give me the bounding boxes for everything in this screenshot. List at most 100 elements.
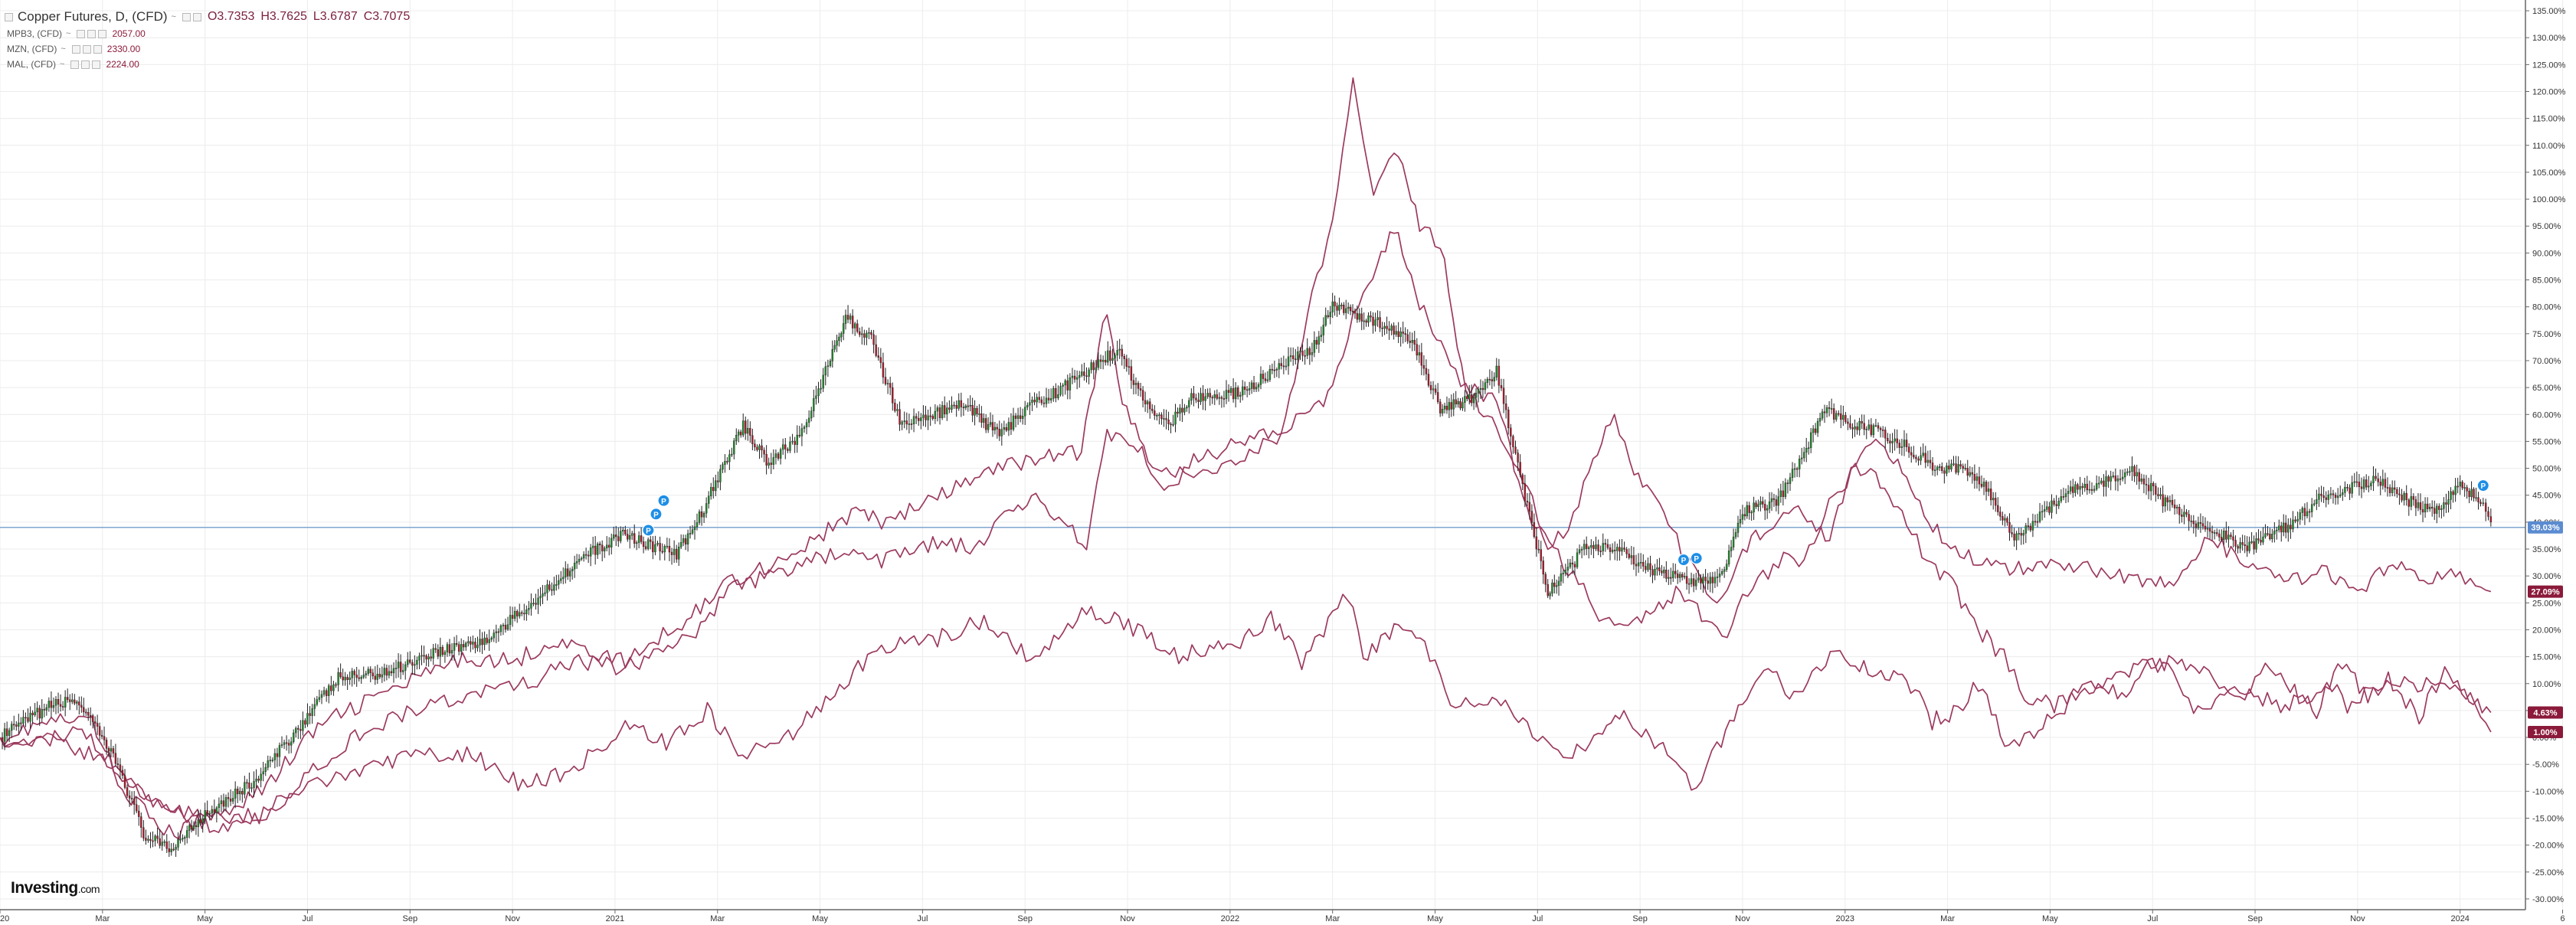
event-marker[interactable]: P	[1690, 551, 1703, 565]
visibility-icon[interactable]	[70, 60, 80, 69]
candle	[2208, 521, 2211, 539]
candle-body	[1602, 543, 1604, 551]
chevron-down-icon[interactable]: ~	[66, 29, 71, 38]
candle	[2482, 498, 2485, 507]
candle-body	[1564, 570, 1567, 574]
event-marker-dot[interactable]	[657, 494, 670, 507]
candle-body	[1295, 358, 1297, 361]
settings-icon[interactable]	[81, 60, 90, 69]
event-marker-dot[interactable]	[1690, 551, 1703, 565]
candle-body	[745, 420, 747, 434]
legend-overlay-row[interactable]: MPB3, (CFD) ~ 2057.00	[5, 26, 416, 41]
event-marker-dot[interactable]	[1677, 553, 1691, 567]
candle-body	[121, 770, 124, 776]
candle	[1952, 456, 1955, 466]
candle-body	[1313, 340, 1316, 353]
event-marker[interactable]: P	[642, 524, 655, 537]
event-marker[interactable]: P	[650, 508, 663, 521]
visibility-icon[interactable]	[182, 12, 191, 21]
visibility-icon[interactable]	[71, 44, 80, 54]
candle-body	[1658, 567, 1661, 571]
close-icon[interactable]	[93, 44, 102, 54]
candle	[311, 704, 313, 724]
overlay-symbol-label[interactable]: MPB3, (CFD)	[7, 28, 62, 39]
candle	[156, 827, 159, 844]
legend-overlay-row[interactable]: MZN, (CFD) ~ 2330.00	[5, 41, 416, 57]
candle-body	[1786, 482, 1789, 484]
legend-overlay-row[interactable]: MAL, (CFD) ~ 2224.00	[5, 57, 416, 72]
chevron-down-icon[interactable]: ~	[61, 44, 66, 54]
candle	[1338, 297, 1340, 315]
event-marker[interactable]: P	[1677, 553, 1691, 567]
visibility-icon[interactable]	[77, 29, 86, 38]
candle	[1495, 358, 1497, 381]
settings-icon[interactable]	[87, 29, 97, 38]
candle	[758, 443, 761, 459]
candle-body	[555, 584, 558, 586]
candle	[360, 675, 362, 684]
candle-body	[1723, 569, 1726, 572]
candle	[1830, 398, 1833, 414]
candle-body	[532, 603, 535, 604]
candle	[519, 603, 521, 619]
collapse-icon[interactable]	[5, 12, 13, 21]
candle	[608, 537, 610, 556]
event-marker-dot[interactable]	[2476, 479, 2489, 492]
chevron-down-icon[interactable]: ~	[60, 60, 65, 69]
x-tick-label: May	[197, 914, 213, 923]
candle	[2313, 499, 2316, 507]
overlay-symbol-label[interactable]: MZN, (CFD)	[7, 44, 57, 54]
candle-body	[2069, 486, 2072, 492]
candle	[2093, 485, 2096, 493]
grid	[0, 0, 2564, 910]
candle-body	[842, 323, 845, 334]
candle	[1929, 449, 1932, 469]
event-marker[interactable]: P	[2476, 479, 2489, 492]
candle	[903, 411, 905, 429]
candle	[1450, 394, 1453, 417]
candle-body	[1910, 452, 1913, 456]
event-marker-dot[interactable]	[642, 524, 655, 537]
candle	[598, 541, 601, 554]
candle	[1910, 446, 1913, 463]
candle-body	[1243, 386, 1246, 390]
candle	[1163, 409, 1165, 427]
candle-body	[2336, 495, 2339, 498]
candle-body	[290, 741, 293, 746]
candle-body	[659, 543, 661, 552]
candle	[260, 767, 262, 788]
y-tick-label: -25.00%	[2532, 868, 2564, 878]
candle	[978, 404, 980, 423]
candle-body	[1146, 401, 1149, 404]
close-icon[interactable]	[92, 60, 101, 69]
candle-body	[861, 333, 863, 335]
candle	[1299, 347, 1301, 361]
candle-body	[1273, 369, 1276, 371]
candle	[457, 641, 460, 655]
settings-icon[interactable]	[82, 44, 91, 54]
candle	[2031, 513, 2034, 538]
chevron-down-icon[interactable]: ~	[171, 12, 176, 21]
candle	[523, 603, 525, 621]
overlay-symbol-label[interactable]: MAL, (CFD)	[7, 59, 56, 70]
candle	[1672, 563, 1674, 582]
settings-icon[interactable]	[192, 12, 201, 21]
candle-body	[1188, 400, 1190, 407]
candle	[1828, 400, 1831, 417]
candle-body	[2313, 503, 2316, 505]
event-marker-dot[interactable]	[650, 508, 663, 521]
legend-main-row[interactable]: Copper Futures, D, (CFD) ~ O3.7353 H3.76…	[5, 8, 416, 26]
candle-body	[927, 415, 929, 420]
main-symbol-label[interactable]: Copper Futures, D, (CFD)	[18, 9, 168, 24]
candle	[502, 623, 505, 636]
close-icon[interactable]	[98, 29, 107, 38]
candle	[1432, 381, 1435, 400]
candle-body	[530, 603, 532, 609]
candle	[2079, 476, 2081, 497]
candle-body	[1692, 578, 1695, 587]
event-marker[interactable]: P	[657, 494, 670, 507]
candle-body	[1497, 365, 1501, 386]
candle	[414, 655, 416, 675]
